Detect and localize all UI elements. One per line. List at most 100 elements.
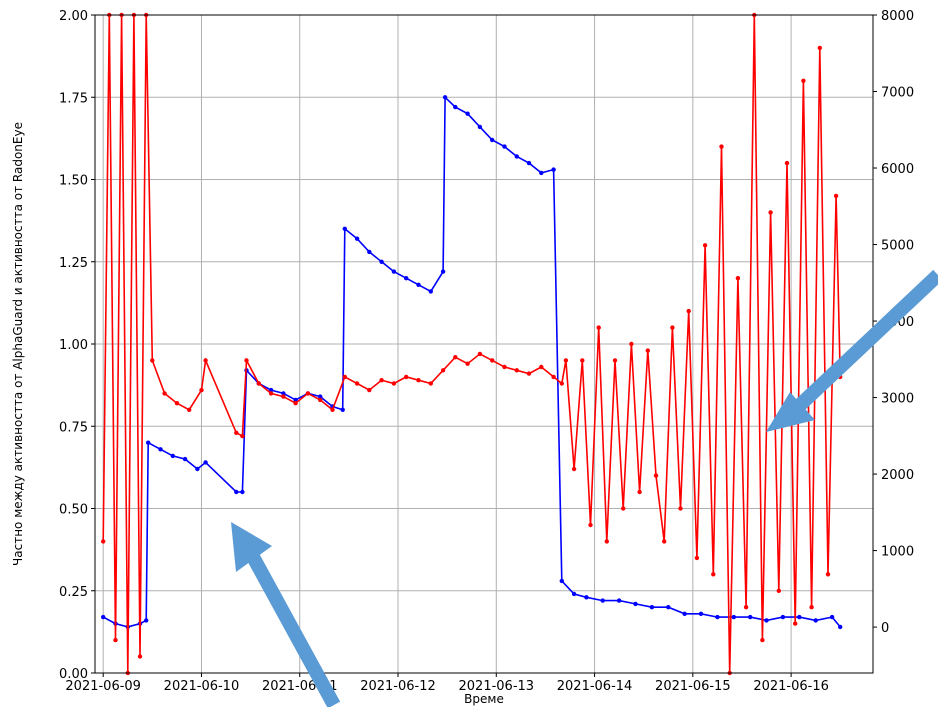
data-point (101, 614, 106, 620)
data-point (621, 506, 626, 511)
data-point (240, 433, 245, 439)
y-right-tick-label: 1000 (881, 545, 914, 560)
data-point (342, 226, 347, 231)
data-point (682, 611, 687, 616)
data-point (340, 407, 345, 412)
data-point (801, 78, 806, 84)
data-point (318, 394, 323, 399)
data-point (281, 394, 286, 399)
data-point (764, 618, 769, 623)
data-point (442, 95, 448, 100)
arrow-icon-right (766, 269, 938, 432)
data-point (367, 387, 372, 393)
data-point (653, 473, 659, 478)
data-point (234, 489, 239, 495)
data-point (600, 598, 605, 603)
data-point (629, 341, 634, 347)
data-point (234, 430, 239, 435)
data-point (571, 591, 577, 597)
data-point (633, 601, 638, 607)
data-point (268, 387, 274, 393)
data-point (174, 401, 180, 406)
data-point (305, 391, 311, 396)
data-point (719, 144, 724, 149)
x-tick-label: 2021-06-13 (459, 679, 535, 694)
data-point (490, 358, 495, 363)
data-point (465, 111, 470, 116)
data-point (776, 588, 781, 593)
data-point (838, 624, 843, 630)
data-point (526, 371, 532, 376)
data-point (440, 269, 446, 274)
data-point (580, 358, 585, 363)
data-point (391, 381, 397, 386)
data-point (477, 351, 483, 357)
data-point (502, 364, 507, 370)
data-point (256, 381, 261, 386)
data-point (379, 378, 384, 383)
data-point (833, 193, 839, 199)
data-point (203, 460, 208, 465)
data-point (146, 440, 151, 445)
data-point (330, 407, 335, 412)
data-point (596, 325, 601, 330)
data-point (268, 391, 274, 396)
data-point (428, 289, 433, 294)
y-right-tick-label: 0 (881, 621, 889, 636)
data-point (465, 361, 470, 366)
data-point (158, 447, 163, 452)
data-point (563, 358, 569, 363)
data-point (551, 374, 556, 380)
data-point (666, 605, 671, 610)
data-point (829, 614, 835, 620)
data-point (293, 401, 298, 406)
data-point (817, 45, 822, 51)
y-left-tick-label: 2.00 (59, 9, 88, 24)
x-tick-label: 2021-06-16 (753, 679, 829, 694)
data-point (514, 368, 519, 373)
data-point (113, 637, 118, 643)
y-left-tick-label: 1.75 (59, 91, 88, 106)
y-left-tick-label: 1.50 (59, 174, 88, 189)
data-point (588, 522, 593, 528)
data-point (404, 276, 409, 281)
data-point (702, 243, 708, 248)
data-point (199, 387, 204, 393)
data-point (743, 605, 749, 610)
data-point (502, 144, 507, 149)
data-point (101, 539, 106, 544)
data-point (440, 368, 446, 373)
data-point (144, 618, 149, 623)
y-right-tick-label: 5000 (881, 239, 914, 254)
data-point (678, 506, 683, 511)
data-point (416, 282, 421, 287)
data-point (662, 539, 667, 544)
data-point (203, 358, 208, 363)
y-axis-right-ticks: 010002000300040005000600070008000 (873, 9, 914, 636)
x-tick-label: 2021-06-12 (360, 679, 436, 694)
data-point (809, 605, 814, 610)
data-point (551, 167, 556, 172)
series-line-0 (102, 95, 841, 628)
x-tick-label: 2021-06-09 (65, 679, 141, 694)
x-axis-label: Време (464, 692, 504, 706)
y-left-tick-label: 0.00 (59, 667, 88, 682)
y-left-tick-label: 0.50 (59, 503, 88, 518)
data-point (637, 489, 642, 495)
y-left-tick-label: 0.25 (59, 585, 88, 600)
data-point (780, 614, 786, 620)
data-point (170, 453, 175, 459)
y-left-tick-label: 0.75 (59, 420, 88, 435)
data-point (293, 397, 298, 403)
y-right-tick-label: 8000 (881, 9, 914, 24)
arrow-icon-bottom (231, 522, 341, 707)
data-point (539, 170, 544, 176)
y-axis-label: Частно между активността от AlphaGuard и… (11, 122, 25, 566)
data-point (784, 160, 790, 166)
data-point (670, 325, 675, 330)
data-point (715, 614, 720, 620)
data-point (571, 466, 577, 472)
y-left-tick-label: 1.00 (59, 338, 88, 353)
series-line-1 (102, 14, 841, 674)
